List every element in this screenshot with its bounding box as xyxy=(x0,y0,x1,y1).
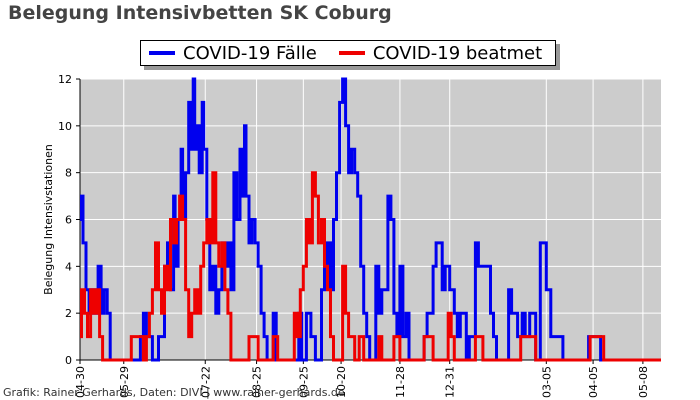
series-line-beatmet xyxy=(80,171,661,362)
credit-text: Grafik: Rainer Gerhards, Daten: DIVI | w… xyxy=(3,386,345,399)
y-tick-label: 12 xyxy=(58,73,72,86)
y-tick-label: 0 xyxy=(65,354,72,367)
legend-item-beatmet: COVID-19 beatmet xyxy=(331,43,542,64)
x-tick-label: 10-20 xyxy=(335,366,348,398)
x-tick-label: 05-08 xyxy=(637,366,650,398)
y-tick-label: 6 xyxy=(65,214,72,227)
x-tick-label: 04-30 xyxy=(74,366,87,398)
y-tick-label: 4 xyxy=(65,260,72,273)
legend-item-faelle: COVID-19 Fälle xyxy=(141,43,317,64)
x-tick-label: 12-31 xyxy=(444,366,457,398)
legend-label-beatmet: COVID-19 beatmet xyxy=(372,42,543,64)
legend-label-faelle: COVID-19 Fälle xyxy=(183,42,317,64)
x-tick-label: 05-29 xyxy=(118,366,131,398)
x-tick-label: 07-22 xyxy=(199,366,212,398)
y-axis-label: Belegung Intensivstationen xyxy=(42,144,55,295)
y-tick-label: 8 xyxy=(65,167,72,180)
x-tick-label: 04-05 xyxy=(587,366,600,398)
x-tick-label: 03-05 xyxy=(540,366,553,398)
legend-swatch-beatmet xyxy=(338,51,365,55)
legend: COVID-19 Fälle COVID-19 beatmet xyxy=(140,40,556,66)
chart-title: Belegung Intensivbetten SK Coburg xyxy=(8,2,392,24)
x-tick-label: 09-25 xyxy=(297,366,310,398)
series-line-faelle xyxy=(80,77,661,362)
legend-swatch-faelle xyxy=(149,51,175,55)
y-tick-label: 2 xyxy=(65,307,72,320)
x-tick-label: 08-25 xyxy=(251,366,264,398)
y-tick-label: 10 xyxy=(58,120,72,133)
x-tick-label: 11-28 xyxy=(394,366,407,398)
